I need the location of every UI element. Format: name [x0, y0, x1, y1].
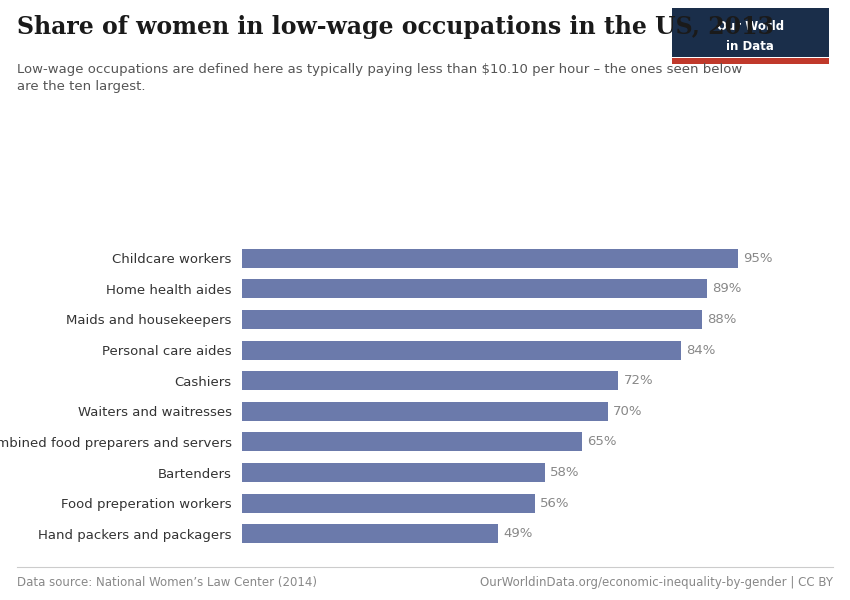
Bar [242, 463, 545, 482]
Text: 88%: 88% [707, 313, 736, 326]
Text: 95%: 95% [744, 252, 773, 265]
Text: Share of women in low-wage occupations in the US, 2013: Share of women in low-wage occupations i… [17, 15, 774, 39]
Text: OurWorldinData.org/economic-inequality-by-gender | CC BY: OurWorldinData.org/economic-inequality-b… [480, 576, 833, 589]
Text: 56%: 56% [540, 497, 570, 509]
Text: 72%: 72% [623, 374, 653, 387]
Text: in Data: in Data [726, 40, 774, 53]
Bar [242, 310, 702, 329]
Bar [242, 433, 581, 451]
Bar [242, 280, 707, 298]
Bar [242, 371, 618, 390]
Text: Low-wage occupations are defined here as typically paying less than $10.10 per h: Low-wage occupations are defined here as… [17, 63, 742, 93]
Text: 58%: 58% [550, 466, 580, 479]
Bar [242, 524, 498, 543]
Text: 89%: 89% [712, 283, 741, 295]
Text: 70%: 70% [613, 405, 643, 418]
Bar [242, 402, 608, 421]
Text: Our World: Our World [717, 20, 784, 33]
Text: Data source: National Women’s Law Center (2014): Data source: National Women’s Law Center… [17, 576, 317, 589]
Text: 84%: 84% [686, 344, 716, 356]
Text: 65%: 65% [586, 436, 616, 448]
Bar [242, 494, 535, 512]
Bar [242, 341, 681, 359]
Bar [242, 249, 739, 268]
Text: 49%: 49% [503, 527, 533, 540]
